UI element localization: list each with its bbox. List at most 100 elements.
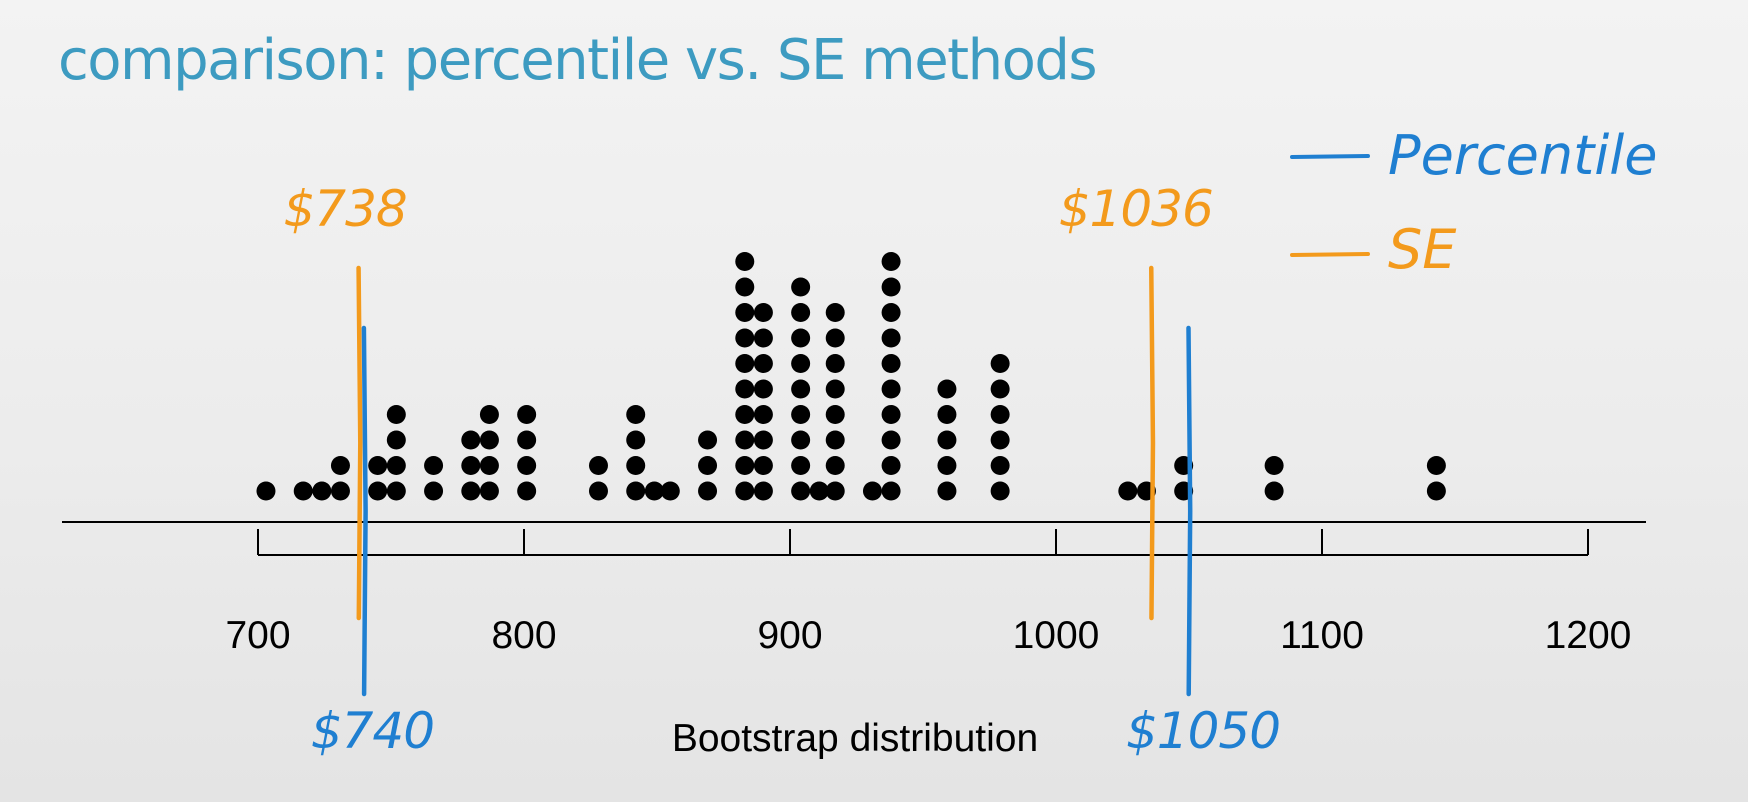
data-point <box>368 456 388 475</box>
data-point <box>990 481 1010 501</box>
x-tick-label: 1000 <box>1013 614 1100 657</box>
data-point <box>588 456 608 475</box>
data-point <box>735 303 755 322</box>
data-point <box>937 430 957 450</box>
data-point <box>735 405 755 424</box>
data-point <box>791 328 811 348</box>
data-point <box>735 328 755 348</box>
data-point <box>644 481 664 501</box>
x-tick-label: 1200 <box>1545 614 1632 657</box>
data-point <box>825 328 845 348</box>
data-point <box>735 430 755 450</box>
data-point <box>990 430 1010 450</box>
data-point <box>753 354 773 373</box>
legend-se-label: SE <box>1388 218 1457 281</box>
data-point <box>990 405 1010 424</box>
data-point <box>1118 481 1138 501</box>
data-point <box>753 328 773 348</box>
data-point <box>330 481 350 501</box>
dots-group <box>256 252 1446 501</box>
data-point <box>990 456 1010 475</box>
data-point <box>937 456 957 475</box>
data-point <box>330 456 350 475</box>
data-point <box>517 456 537 475</box>
data-point <box>424 481 444 501</box>
data-point <box>1264 481 1284 501</box>
data-point <box>368 481 388 501</box>
x-tick-label: 700 <box>225 614 290 657</box>
data-point <box>753 405 773 424</box>
percentile-lower-label: $740 <box>311 702 434 760</box>
data-point <box>588 481 608 501</box>
data-point <box>825 354 845 373</box>
data-point <box>735 456 755 475</box>
data-point <box>753 379 773 399</box>
data-point <box>735 481 755 501</box>
data-point <box>881 481 901 501</box>
data-point <box>791 303 811 322</box>
data-point <box>479 456 499 475</box>
data-point <box>461 456 481 475</box>
data-point <box>626 430 646 450</box>
data-point <box>660 481 680 501</box>
data-point <box>735 277 755 297</box>
data-point <box>825 456 845 475</box>
data-point <box>937 405 957 424</box>
data-point <box>1426 481 1446 501</box>
data-point <box>881 405 901 424</box>
data-point <box>881 379 901 399</box>
data-point <box>825 481 845 501</box>
data-point <box>862 481 882 501</box>
data-point <box>825 405 845 424</box>
data-point <box>937 481 957 501</box>
legend-percentile-label: Percentile <box>1388 124 1658 187</box>
data-point <box>735 252 755 271</box>
data-point <box>517 481 537 501</box>
data-point <box>386 456 406 475</box>
data-point <box>479 430 499 450</box>
x-tick-label: 900 <box>757 614 822 657</box>
data-point <box>825 430 845 450</box>
data-point <box>937 379 957 399</box>
data-point <box>990 354 1010 373</box>
data-point <box>386 405 406 424</box>
data-point <box>256 481 276 501</box>
data-point <box>698 430 718 450</box>
x-axis-label: Bootstrap distribution <box>672 717 1038 760</box>
se-lower-label: $738 <box>283 180 406 238</box>
data-point <box>990 379 1010 399</box>
data-point <box>825 303 845 322</box>
data-point <box>791 456 811 475</box>
data-point <box>293 481 313 501</box>
data-point <box>626 456 646 475</box>
data-point <box>881 430 901 450</box>
data-point <box>1264 456 1284 475</box>
data-point <box>698 481 718 501</box>
data-point <box>881 328 901 348</box>
data-point <box>881 354 901 373</box>
data-point <box>753 456 773 475</box>
data-point <box>753 430 773 450</box>
se-upper-line <box>1149 265 1156 621</box>
data-point <box>791 405 811 424</box>
data-point <box>698 456 718 475</box>
data-point <box>479 481 499 501</box>
data-point <box>791 354 811 373</box>
percentile-upper-label: $1050 <box>1126 702 1280 760</box>
data-point <box>479 405 499 424</box>
data-point <box>386 430 406 450</box>
data-point <box>791 481 811 501</box>
data-point <box>881 303 901 322</box>
data-point <box>753 303 773 322</box>
data-point <box>735 379 755 399</box>
data-point <box>753 481 773 501</box>
legend-percentile-swatch <box>1290 154 1370 159</box>
data-point <box>825 379 845 399</box>
data-point <box>791 379 811 399</box>
data-point <box>386 481 406 501</box>
data-point <box>881 277 901 297</box>
data-point <box>881 456 901 475</box>
legend-se-swatch <box>1290 252 1370 257</box>
